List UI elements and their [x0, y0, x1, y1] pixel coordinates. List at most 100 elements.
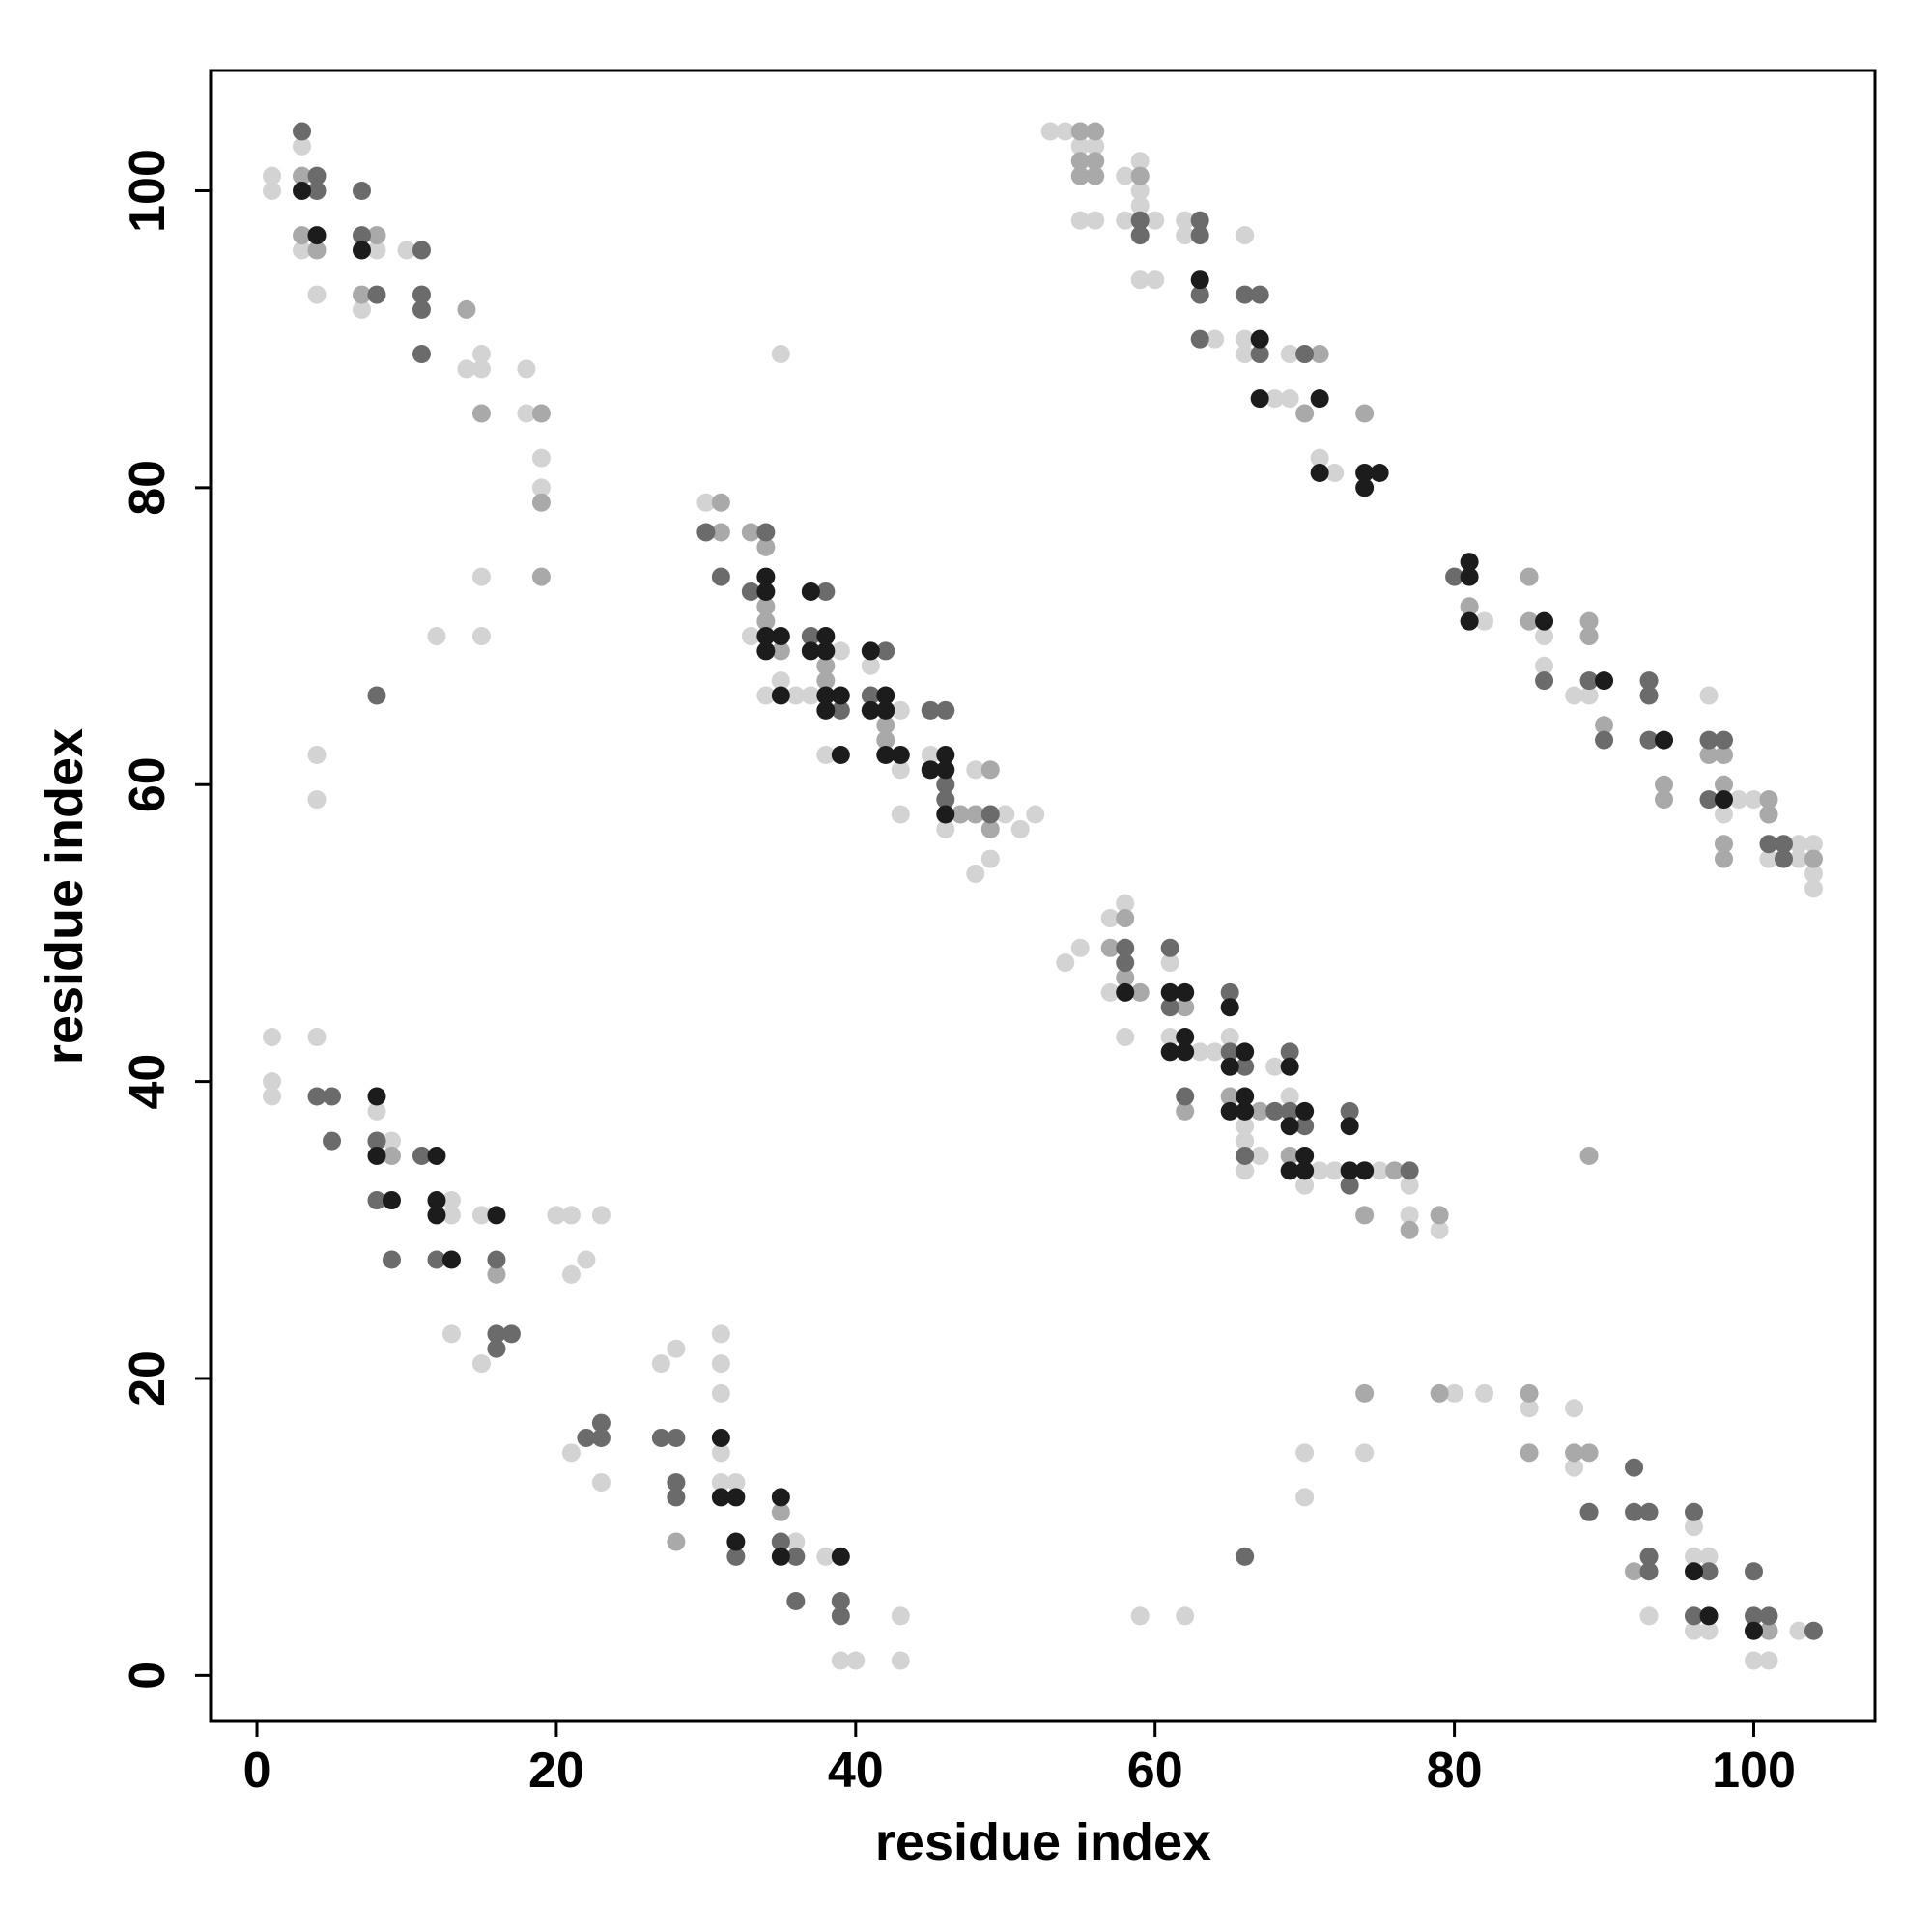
point [771, 641, 790, 661]
point [1130, 181, 1150, 200]
point [1176, 1042, 1195, 1062]
point [1715, 745, 1734, 764]
point [1655, 790, 1674, 810]
point [352, 226, 371, 245]
point [293, 166, 312, 185]
point [696, 493, 716, 512]
point [667, 1473, 686, 1492]
point [1430, 1206, 1449, 1225]
point [1535, 611, 1554, 631]
point [801, 582, 820, 601]
point [816, 656, 836, 675]
point [427, 1250, 446, 1269]
point [367, 1131, 386, 1151]
point [1744, 1621, 1763, 1640]
point [1116, 894, 1135, 913]
point [487, 1264, 506, 1284]
point [891, 805, 910, 824]
point [293, 181, 312, 200]
point [591, 1473, 611, 1492]
point [1759, 805, 1778, 824]
point [996, 805, 1015, 824]
point [1699, 1547, 1719, 1566]
point [771, 627, 790, 646]
y-tick-label: 40 [120, 1054, 176, 1110]
point [1176, 1606, 1195, 1626]
point [382, 1146, 401, 1165]
point [696, 523, 716, 542]
point [816, 745, 836, 764]
point [861, 686, 880, 705]
point [921, 745, 940, 764]
point [471, 345, 491, 364]
point [1370, 1161, 1389, 1180]
point [756, 567, 776, 586]
point [1010, 819, 1030, 838]
point [591, 1413, 611, 1433]
point [1685, 1547, 1704, 1566]
point [1130, 270, 1150, 290]
point [457, 299, 476, 319]
point [487, 1324, 506, 1344]
point [1789, 835, 1808, 854]
point [1265, 1057, 1285, 1076]
point [352, 181, 371, 200]
point [1116, 938, 1135, 957]
point [1804, 864, 1823, 883]
point [1070, 122, 1090, 141]
point [577, 1250, 596, 1269]
x-tick-label: 100 [1712, 1743, 1796, 1799]
point [531, 404, 551, 423]
point [726, 1488, 746, 1507]
point [1595, 671, 1614, 691]
point [307, 745, 327, 764]
point [711, 1383, 730, 1403]
point [427, 1191, 446, 1210]
point [891, 700, 910, 720]
point [1355, 463, 1375, 482]
point [711, 1443, 730, 1463]
point [412, 285, 431, 304]
point [1520, 567, 1539, 586]
point [667, 1339, 686, 1358]
point [1370, 463, 1389, 482]
point [1565, 1458, 1584, 1477]
point [1250, 389, 1269, 409]
point [307, 181, 327, 200]
point [1639, 1547, 1659, 1566]
point [471, 567, 491, 586]
point [1340, 1176, 1359, 1195]
point [1475, 1383, 1494, 1403]
point [1685, 1518, 1704, 1537]
point [307, 790, 327, 810]
point [1460, 553, 1479, 572]
point [1579, 671, 1599, 691]
point [307, 1087, 327, 1106]
point [471, 627, 491, 646]
point [501, 1324, 521, 1344]
point [1176, 211, 1195, 230]
point [1056, 953, 1075, 973]
point [1579, 611, 1599, 631]
point [667, 1428, 686, 1447]
point [1744, 790, 1763, 810]
point [577, 1428, 596, 1447]
point [1265, 389, 1285, 409]
point [1236, 285, 1255, 304]
point [711, 1354, 730, 1374]
point [1236, 1042, 1255, 1062]
point [786, 1547, 806, 1566]
point [1176, 1087, 1195, 1106]
point [1206, 329, 1225, 349]
point [711, 1473, 730, 1492]
point [427, 1146, 446, 1165]
point [1250, 1101, 1269, 1121]
point [1026, 805, 1045, 824]
point [1160, 953, 1179, 973]
y-tick-label: 0 [120, 1662, 176, 1690]
point [1639, 671, 1659, 691]
point [980, 849, 1000, 868]
point [1774, 849, 1793, 868]
point [1355, 1161, 1375, 1180]
point [1236, 1087, 1255, 1106]
